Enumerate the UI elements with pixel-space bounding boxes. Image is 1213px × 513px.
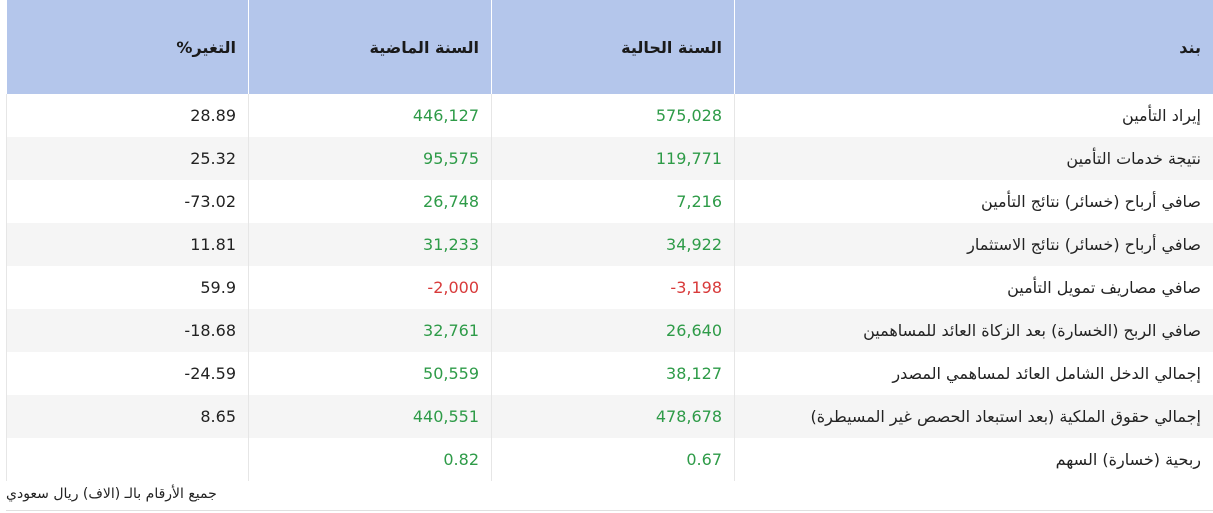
header-item[interactable]: بند <box>734 0 1213 94</box>
row-item-label: صافي أرباح (خسائر) نتائج الاستثمار <box>734 223 1213 266</box>
row-previous-value: -2,000 <box>248 266 492 309</box>
table-row: إجمالي حقوق الملكية (بعد استبعاد الحصص غ… <box>6 395 1213 438</box>
table-row: صافي أرباح (خسائر) نتائج الاستثمار 34,92… <box>6 223 1213 266</box>
row-item-label: إجمالي حقوق الملكية (بعد استبعاد الحصص غ… <box>734 395 1213 438</box>
row-current-value: 38,127 <box>491 352 735 395</box>
row-current-value: 478,678 <box>491 395 735 438</box>
row-item-label: صافي الربح (الخسارة) بعد الزكاة العائد ل… <box>734 309 1213 352</box>
row-item-label: صافي أرباح (خسائر) نتائج التأمين <box>734 180 1213 223</box>
row-previous-value: 32,761 <box>248 309 492 352</box>
header-change-percent[interactable]: التغير% <box>6 0 249 94</box>
row-change-value: 25.32 <box>6 137 249 180</box>
header-previous-year[interactable]: السنة الماضية <box>248 0 492 94</box>
table-row: إجمالي الدخل الشامل العائد لمساهمي المصد… <box>6 352 1213 395</box>
row-previous-value: 50,559 <box>248 352 492 395</box>
table-row: صافي أرباح (خسائر) نتائج التأمين 7,216 2… <box>6 180 1213 223</box>
row-item-label: نتيجة خدمات التأمين <box>734 137 1213 180</box>
row-current-value: 34,922 <box>491 223 735 266</box>
table-row: صافي الربح (الخسارة) بعد الزكاة العائد ل… <box>6 309 1213 352</box>
row-change-value: -24.59 <box>6 352 249 395</box>
row-item-label: إجمالي الدخل الشامل العائد لمساهمي المصد… <box>734 352 1213 395</box>
row-current-value: 0.67 <box>491 438 735 481</box>
header-current-year[interactable]: السنة الحالية <box>491 0 735 94</box>
row-current-value: 575,028 <box>491 94 735 137</box>
row-item-label: ربحية (خسارة) السهم <box>734 438 1213 481</box>
row-change-value: 11.81 <box>6 223 249 266</box>
table-row: صافي مصاريف تمويل التأمين -3,198 -2,000 … <box>6 266 1213 309</box>
row-change-value: 59.9 <box>6 266 249 309</box>
row-current-value: 26,640 <box>491 309 735 352</box>
table-row: إيراد التأمين 575,028 446,127 28.89 <box>6 94 1213 137</box>
financial-table: بند السنة الحالية السنة الماضية التغير% … <box>6 0 1213 481</box>
row-previous-value: 26,748 <box>248 180 492 223</box>
table-row: ربحية (خسارة) السهم 0.67 0.82 <box>6 438 1213 481</box>
row-previous-value: 446,127 <box>248 94 492 137</box>
row-item-label: إيراد التأمين <box>734 94 1213 137</box>
row-change-value: 28.89 <box>6 94 249 137</box>
bottom-divider <box>6 510 1213 511</box>
row-previous-value: 95,575 <box>248 137 492 180</box>
table-row: نتيجة خدمات التأمين 119,771 95,575 25.32 <box>6 137 1213 180</box>
row-change-value <box>6 438 249 481</box>
row-previous-value: 0.82 <box>248 438 492 481</box>
row-current-value: 119,771 <box>491 137 735 180</box>
row-change-value: -73.02 <box>6 180 249 223</box>
row-previous-value: 440,551 <box>248 395 492 438</box>
currency-footnote: جميع الأرقام بالـ (الاف) ريال سعودي <box>6 486 217 502</box>
row-previous-value: 31,233 <box>248 223 492 266</box>
row-change-value: -18.68 <box>6 309 249 352</box>
row-change-value: 8.65 <box>6 395 249 438</box>
row-item-label: صافي مصاريف تمويل التأمين <box>734 266 1213 309</box>
table-header-row: بند السنة الحالية السنة الماضية التغير% <box>6 0 1213 94</box>
row-current-value: -3,198 <box>491 266 735 309</box>
row-current-value: 7,216 <box>491 180 735 223</box>
